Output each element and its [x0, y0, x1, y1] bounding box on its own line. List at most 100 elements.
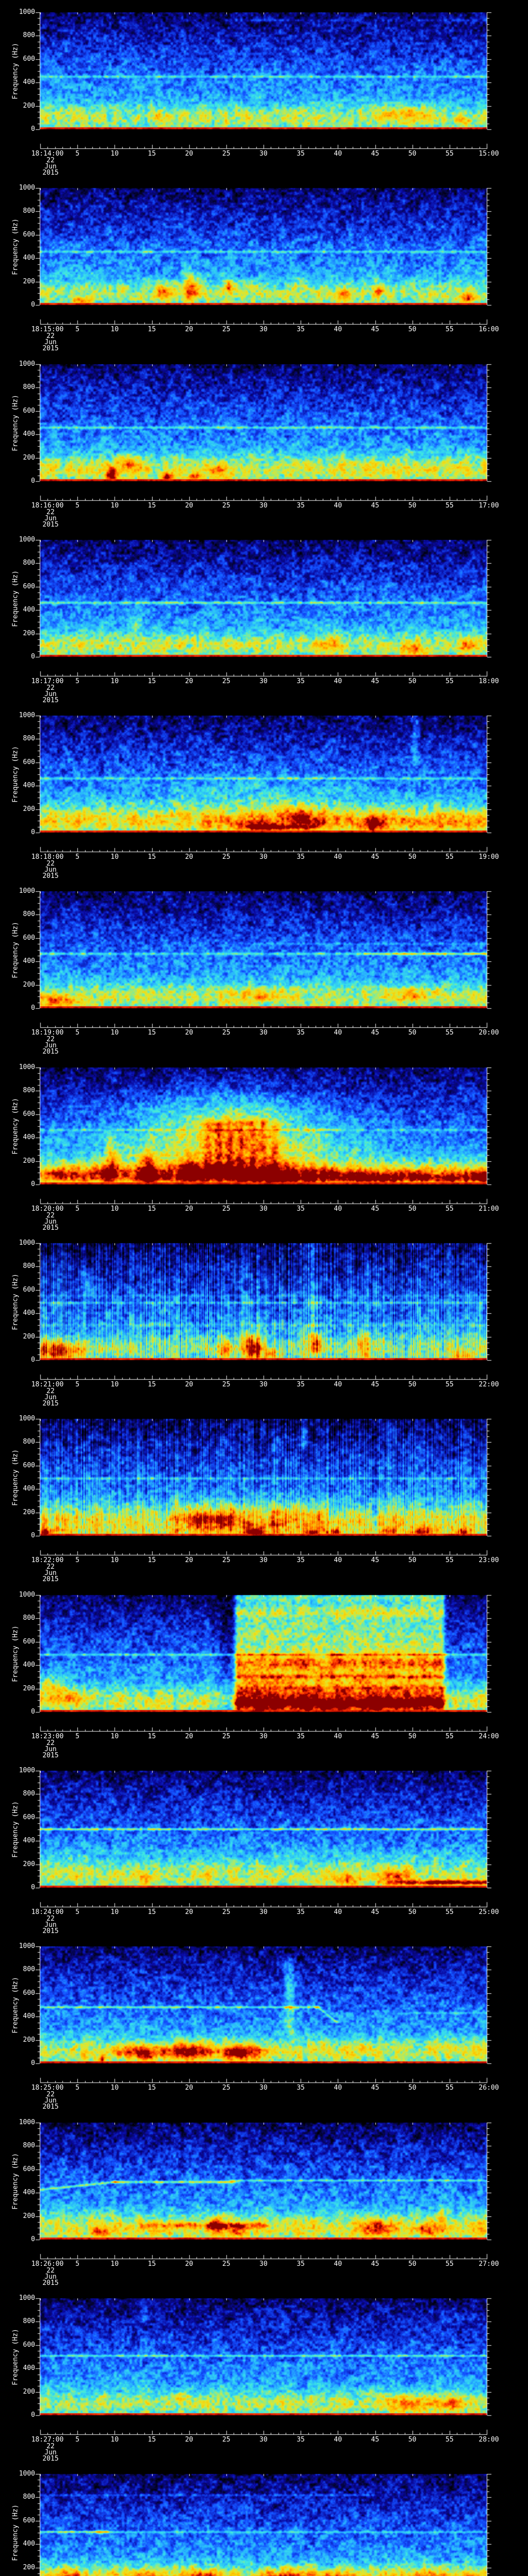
x-tick-label: 5 [75, 1556, 80, 1564]
x-end-time-label: 24:00 [478, 1733, 499, 1740]
spectrogram-panel: Frequency (Hz) 0 200 400 600 800 1000 18:22:00 2… [0, 1406, 528, 1583]
y-tick-label: 400 [23, 2540, 35, 2548]
x-end-time-label: 15:00 [478, 150, 499, 158]
x-tick-label: 30 [259, 1733, 268, 1740]
y-tick-label: 600 [23, 406, 35, 415]
spectrogram-panel: Frequency (Hz) 0 200 400 600 800 1000 18:19:00 2… [0, 879, 528, 1055]
x-tick-label: 55 [446, 2084, 454, 2092]
y-tick-label: 1000 [19, 360, 35, 368]
x-tick-label: 10 [110, 2084, 119, 2092]
y-axis-title: Frequency (Hz) [11, 570, 20, 627]
y-axis-title: Frequency (Hz) [11, 1449, 20, 1506]
y-tick-label: 600 [23, 1989, 35, 1997]
spectrogram-panel: Frequency (Hz) 0 200 400 600 800 1000 18:18:00 1… [0, 703, 528, 879]
date-label: 2015 [42, 345, 59, 352]
date-label: 22 [46, 684, 55, 692]
y-axis-title: Frequency (Hz) [11, 394, 20, 451]
y-tick-label: 400 [23, 2012, 35, 2021]
x-end-time-label: 23:00 [478, 1556, 499, 1564]
x-tick-label: 20 [185, 1381, 193, 1388]
y-tick-label: 600 [23, 1637, 35, 1646]
y-tick-label: 800 [23, 1790, 35, 1798]
x-tick-label: 25 [222, 1556, 230, 1564]
date-label: 2015 [42, 2455, 59, 2463]
x-tick-label: 10 [110, 326, 119, 333]
date-label: Jun [44, 2097, 57, 2105]
date-label: 2015 [42, 1048, 59, 1056]
y-tick-label: 800 [23, 2142, 35, 2150]
x-tick-label: 50 [408, 1733, 417, 1740]
x-tick-label: 55 [446, 1556, 454, 1564]
y-tick-label: 200 [23, 2036, 35, 2044]
x-tick-label: 45 [371, 1205, 380, 1213]
x-tick-label: 15 [147, 1556, 156, 1564]
y-tick-label: 400 [23, 1485, 35, 1493]
x-tick-label: 40 [334, 2436, 342, 2444]
x-start-time-label: 18:26:00 [31, 2260, 64, 2268]
y-tick-label: 200 [23, 453, 35, 462]
x-tick-label: 10 [110, 1205, 119, 1213]
x-tick-label: 15 [147, 2260, 156, 2268]
y-tick-label: 1000 [19, 1942, 35, 1950]
y-axis-title: Frequency (Hz) [11, 2328, 20, 2385]
x-tick-label: 25 [222, 150, 230, 158]
date-label: Jun [44, 2449, 57, 2456]
date-label: Jun [44, 1745, 57, 1753]
x-tick-label: 25 [222, 2084, 230, 2092]
y-tick-label: 800 [23, 2317, 35, 2326]
y-tick-label: 400 [23, 1837, 35, 1845]
x-tick-label: 40 [334, 502, 342, 510]
spectrogram-panel: Frequency (Hz) 0 200 400 600 800 1000 18:16:00 1… [0, 352, 528, 528]
y-tick-label: 800 [23, 2493, 35, 2501]
x-tick-label: 10 [110, 2436, 119, 2444]
y-tick-label: 200 [23, 101, 35, 110]
y-axis-title: Frequency (Hz) [11, 42, 20, 99]
y-tick-label: 400 [23, 430, 35, 438]
y-tick-label: 400 [23, 254, 35, 262]
x-tick-label: 35 [296, 1205, 305, 1213]
date-label: 22 [46, 509, 55, 516]
x-end-time-label: 21:00 [478, 1205, 499, 1213]
x-start-time-label: 18:21:00 [31, 1381, 64, 1388]
y-axis-title: Frequency (Hz) [11, 2153, 20, 2210]
x-tick-label: 5 [75, 2084, 80, 2092]
date-label: 22 [46, 1563, 55, 1571]
y-tick-label: 200 [23, 2563, 35, 2571]
x-tick-label: 35 [296, 677, 305, 685]
x-start-time-label: 18:20:00 [31, 1205, 64, 1213]
x-tick-label: 35 [296, 2084, 305, 2092]
x-tick-label: 50 [408, 1381, 417, 1388]
x-tick-label: 15 [147, 853, 156, 861]
y-tick-label: 800 [23, 735, 35, 743]
y-tick-label: 800 [23, 1087, 35, 1095]
x-tick-label: 30 [259, 1908, 268, 1916]
x-tick-label: 40 [334, 150, 342, 158]
x-tick-label: 15 [147, 150, 156, 158]
y-tick-label: 600 [23, 1110, 35, 1118]
y-tick-label: 0 [31, 477, 35, 485]
x-tick-label: 5 [75, 502, 80, 510]
x-tick-label: 40 [334, 2260, 342, 2268]
date-label: 22 [46, 332, 55, 340]
x-start-time-label: 18:14:00 [31, 150, 64, 158]
spectrogram-panel: Frequency (Hz)0200400600800100018:28:002… [0, 2462, 528, 2576]
x-tick-label: 20 [185, 677, 193, 685]
x-tick-label: 35 [296, 1029, 305, 1037]
x-start-time-label: 18:22:00 [31, 1556, 64, 1564]
x-tick-label: 10 [110, 677, 119, 685]
y-tick-label: 1000 [19, 2119, 35, 2126]
x-tick-label: 20 [185, 1029, 193, 1037]
x-tick-label: 45 [371, 326, 380, 333]
spectrogram-plot [0, 2110, 528, 2286]
y-tick-label: 0 [31, 1532, 35, 1539]
x-tick-label: 55 [446, 1205, 454, 1213]
spectrogram-plot [0, 1231, 528, 1406]
y-tick-label: 200 [23, 2387, 35, 2396]
x-tick-label: 35 [296, 2260, 305, 2268]
date-label: 2015 [42, 1752, 59, 1759]
date-label: 2015 [42, 1927, 59, 1935]
y-tick-label: 400 [23, 606, 35, 614]
y-axis-title: Frequency (Hz) [11, 1976, 20, 2033]
x-tick-label: 10 [110, 1908, 119, 1916]
